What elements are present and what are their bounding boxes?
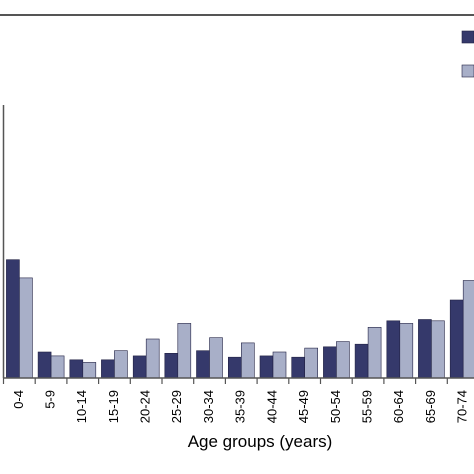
bar-series1-30-34 <box>196 350 210 379</box>
x-tick-label-25-29: 25-29 <box>169 390 184 423</box>
x-tick-label-55-59: 55-59 <box>360 390 375 423</box>
bar-series1-45-49 <box>291 356 306 379</box>
x-tick-label-35-39: 35-39 <box>233 390 248 423</box>
bar-series2-25-29 <box>177 323 192 379</box>
x-tick-label-10-14: 10-14 <box>74 390 89 423</box>
bar-series1-15-19 <box>101 359 115 379</box>
bar-series1-65-69 <box>418 319 432 379</box>
bar-series1-60-64 <box>386 320 401 379</box>
bar-series2-50-54 <box>336 341 350 379</box>
legend-swatch-series2 <box>461 64 474 78</box>
x-tick-label-20-24: 20-24 <box>138 390 153 423</box>
bar-series2-5-9 <box>50 355 65 379</box>
x-tick-label-40-44: 40-44 <box>264 390 279 423</box>
bar-series1-5-9 <box>37 351 52 379</box>
bar-series2-55-59 <box>367 326 382 379</box>
x-tick-labels-layer: 0-4 5-9 10-14 15-19 20-24 25-29 30-34 35-39 40-4… <box>11 390 470 423</box>
bar-series1-0-4 <box>6 259 20 379</box>
x-tick-label-65-69: 65-69 <box>423 390 438 423</box>
bar-series2-65-69 <box>431 320 445 379</box>
x-tick-label-30-34: 30-34 <box>201 390 216 423</box>
bar-series2-60-64 <box>399 323 414 379</box>
x-tick-label-45-49: 45-49 <box>296 390 311 423</box>
x-axis-title: Age groups (years) <box>188 432 333 451</box>
x-ticks-layer <box>2 378 448 384</box>
x-tick-label-50-54: 50-54 <box>328 390 343 423</box>
bar-series1-50-54 <box>323 346 337 379</box>
bar-series2-30-34 <box>209 337 223 379</box>
bar-series2-15-19 <box>114 350 128 379</box>
bar-series2-70-74 <box>462 280 474 379</box>
bar-series1-35-39 <box>228 356 242 379</box>
x-tick-label-5-9: 5-9 <box>43 390 58 409</box>
bar-series1-20-24 <box>132 355 147 379</box>
bar-series1-25-29 <box>164 352 179 379</box>
bar-series2-0-4 <box>19 277 33 379</box>
bar-series2-40-44 <box>272 351 287 379</box>
bar-series1-40-44 <box>259 355 274 379</box>
bar-series1-55-59 <box>354 343 369 379</box>
bars-layer <box>6 259 474 379</box>
bar-series2-20-24 <box>145 338 160 379</box>
bar-series1-10-14 <box>69 359 84 379</box>
bar-series2-45-49 <box>304 347 319 379</box>
bar-series1-70-74 <box>449 299 464 379</box>
x-tick-label-15-19: 15-19 <box>106 390 121 423</box>
bar-series2-10-14 <box>82 362 97 379</box>
bar-series2-35-39 <box>241 342 255 379</box>
frame-top-border <box>0 14 474 16</box>
legend-swatch-series1 <box>461 30 474 44</box>
legend <box>461 30 474 78</box>
x-tick-label-60-64: 60-64 <box>391 390 406 423</box>
x-tick-label-0-4: 0-4 <box>11 390 26 409</box>
x-tick-label-70-74: 70-74 <box>455 390 470 423</box>
